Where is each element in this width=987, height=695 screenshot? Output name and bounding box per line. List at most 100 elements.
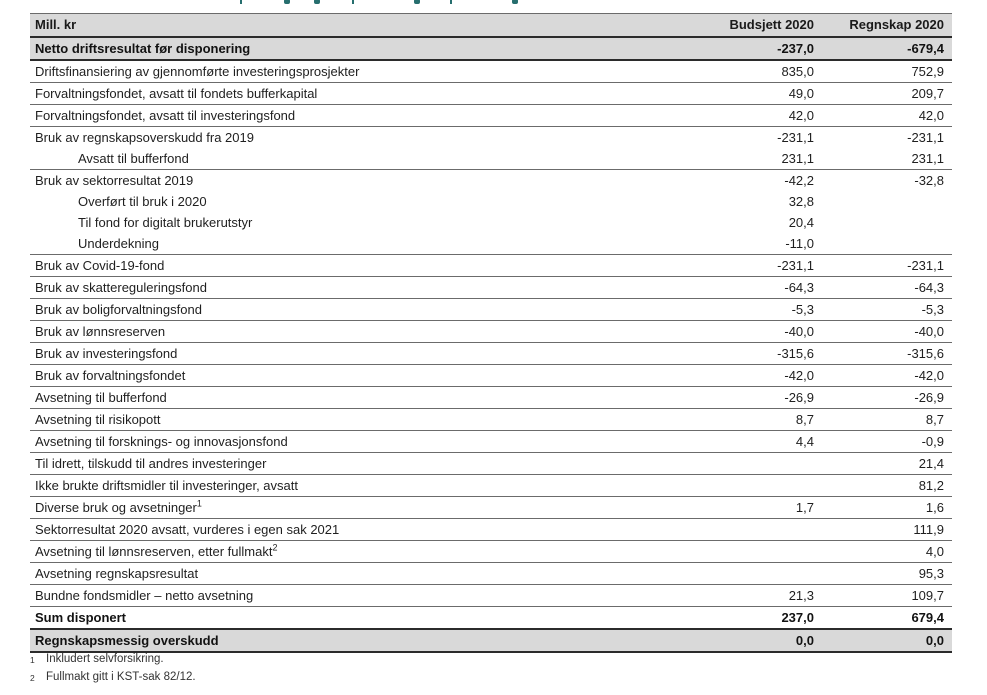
regnskap-value: 111,9 <box>822 518 952 541</box>
budsjett-value: -231,1 <box>777 130 814 145</box>
cut-off-title-descender <box>240 0 242 4</box>
table-row: Bruk av Covid-19-fond -231,1 -231,1 <box>30 254 952 277</box>
regnskap-value: 209,7 <box>822 82 952 105</box>
table-row: Bruk av regnskapsoverskudd fra 2019 -231,… <box>30 127 952 149</box>
row-label: Underdekning <box>30 233 692 255</box>
regnskap-value <box>822 212 952 233</box>
budsjett-value <box>692 518 822 541</box>
budsjett-value: 237,0 <box>692 606 822 630</box>
regnskap-value: 231,1 <box>822 148 952 170</box>
table-row: Avsatt til bufferfond 231,1 231,1 <box>30 148 952 170</box>
footnote-text: Fullmakt gitt i KST-sak 82/12. <box>46 671 196 683</box>
column-header-budsjett-2020: Budsjett 2020 <box>692 13 822 38</box>
row-label: Bruk av regnskapsoverskudd fra 2019 <box>35 130 254 145</box>
regnskap-value: -40,0 <box>822 320 952 343</box>
budsjett-value: -315,6 <box>692 342 822 365</box>
regnskap-value: 42,0 <box>822 104 952 127</box>
cut-off-title-descender <box>284 0 290 4</box>
disponering-table-container: Mill. kr Budsjett 2020 Regnskap 2020 Net… <box>30 13 952 653</box>
row-label: Ikke brukte driftsmidler til investering… <box>30 474 692 497</box>
row-label: Bruk av forvaltningsfondet <box>30 364 692 387</box>
cut-off-heading-remnant <box>0 0 987 6</box>
footnote: 1 Inkludert selvforsikring. <box>30 651 196 669</box>
table-row: Bruk av boligforvaltningsfond -5,3 -5,3 <box>30 298 952 321</box>
row-label: Sum disponert <box>30 606 692 630</box>
footnote-number: 1 <box>30 655 35 665</box>
regnskap-value: 95,3 <box>822 562 952 585</box>
budsjett-value: -11,0 <box>692 233 822 255</box>
row-label: Bruk av boligforvaltningsfond <box>30 298 692 321</box>
budsjett-value: -231,1 <box>692 254 822 277</box>
budsjett-value: 835,0 <box>692 60 822 83</box>
table-row: Bruk av lønnsreserven -40,0 -40,0 <box>30 320 952 343</box>
regnskap-value: 1,6 <box>822 496 952 519</box>
regnskap-value <box>822 233 952 255</box>
budsjett-value <box>692 540 822 563</box>
regnskap-value: -42,0 <box>822 364 952 387</box>
row-label: Forvaltningsfondet, avsatt til fondets b… <box>30 82 692 105</box>
row-label: Avsetning til risikopott <box>30 408 692 431</box>
row-label: Bruk av Covid-19-fond <box>30 254 692 277</box>
budsjett-value: -42,2 <box>784 173 814 188</box>
cut-off-title-descender <box>352 0 354 4</box>
regnskap-value: -679,4 <box>822 37 952 61</box>
table-row: Sektorresultat 2020 avsatt, vurderes i e… <box>30 518 952 541</box>
footnotes: 1 Inkludert selvforsikring. 2 Fullmakt g… <box>30 651 196 687</box>
table-row: Avsetning til bufferfond -26,9 -26,9 <box>30 386 952 409</box>
table-row: Til idrett, tilskudd til andres invester… <box>30 452 952 475</box>
table-row: Til fond for digitalt brukerutstyr 20,4 <box>30 212 952 233</box>
regnskap-value: -26,9 <box>822 386 952 409</box>
cut-off-title-descender <box>314 0 320 4</box>
table-row: Avsetning regnskapsresultat 95,3 <box>30 562 952 585</box>
table-row: Bruk av skattereguleringsfond -64,3 -64,3 <box>30 276 952 299</box>
budsjett-value: 8,7 <box>692 408 822 431</box>
row-label: Bruk av lønnsreserven <box>30 320 692 343</box>
budsjett-value <box>692 452 822 475</box>
row-label: Sektorresultat 2020 avsatt, vurderes i e… <box>30 518 692 541</box>
table-row: Overført til bruk i 2020 32,8 <box>30 191 952 212</box>
regnskap-value: 4,0 <box>822 540 952 563</box>
row-label: Avsetning til forsknings- og innovasjons… <box>30 430 692 453</box>
table-row: Ikke brukte driftsmidler til investering… <box>30 474 952 497</box>
table-row: Bruk av investeringsfond -315,6 -315,6 <box>30 342 952 365</box>
budsjett-value: -64,3 <box>692 276 822 299</box>
budsjett-value: 42,0 <box>692 104 822 127</box>
budsjett-value: -5,3 <box>692 298 822 321</box>
regnskap-value: 8,7 <box>822 408 952 431</box>
table-row: Underdekning -11,0 <box>30 233 952 255</box>
row-label: Avsatt til bufferfond <box>30 148 692 170</box>
row-label: Netto driftsresultat før disponering <box>30 37 692 61</box>
row-label: Diverse bruk og avsetninger1 <box>30 496 692 519</box>
row-label: Avsetning regnskapsresultat <box>30 562 692 585</box>
row-label: Bruk av investeringsfond <box>30 342 692 365</box>
budsjett-value <box>692 562 822 585</box>
table-row: Sum disponert 237,0 679,4 <box>30 606 952 630</box>
regnskap-value: -315,6 <box>822 342 952 365</box>
budsjett-value: 4,4 <box>692 430 822 453</box>
row-label: Overført til bruk i 2020 <box>78 194 207 209</box>
footnote: 2 Fullmakt gitt i KST-sak 82/12. <box>30 669 196 687</box>
budsjett-value: 1,7 <box>692 496 822 519</box>
table-row: Diverse bruk og avsetninger1 1,7 1,6 <box>30 496 952 519</box>
row-label: Bundne fondsmidler – netto avsetning <box>30 584 692 607</box>
footnote-number: 2 <box>30 673 35 683</box>
regnskap-value: -5,3 <box>822 298 952 321</box>
cut-off-title-descender <box>512 0 518 4</box>
table-row: Driftsfinansiering av gjennomførte inves… <box>30 60 952 83</box>
budsjett-value: -237,0 <box>692 37 822 61</box>
table-body: Netto driftsresultat før disponering -237… <box>30 37 952 653</box>
column-header-regnskap-2020: Regnskap 2020 <box>822 13 952 38</box>
row-label: Til idrett, tilskudd til andres invester… <box>30 452 692 475</box>
budsjett-value <box>692 474 822 497</box>
table-row: Bruk av sektorresultat 2019 -42,2 -32,8 <box>30 170 952 192</box>
regnskap-value: 81,2 <box>822 474 952 497</box>
cut-off-title-descender <box>414 0 420 4</box>
budsjett-value: -26,9 <box>692 386 822 409</box>
budsjett-value: 20,4 <box>788 215 814 230</box>
regnskap-value: 679,4 <box>822 606 952 630</box>
regnskap-value: -231,1 <box>907 130 944 145</box>
table-row: Avsetning til forsknings- og innovasjons… <box>30 430 952 453</box>
footnote-marker: 1 <box>196 498 202 509</box>
table-row: Forvaltningsfondet, avsatt til investeri… <box>30 104 952 127</box>
footnote-text: Inkludert selvforsikring. <box>46 653 164 665</box>
